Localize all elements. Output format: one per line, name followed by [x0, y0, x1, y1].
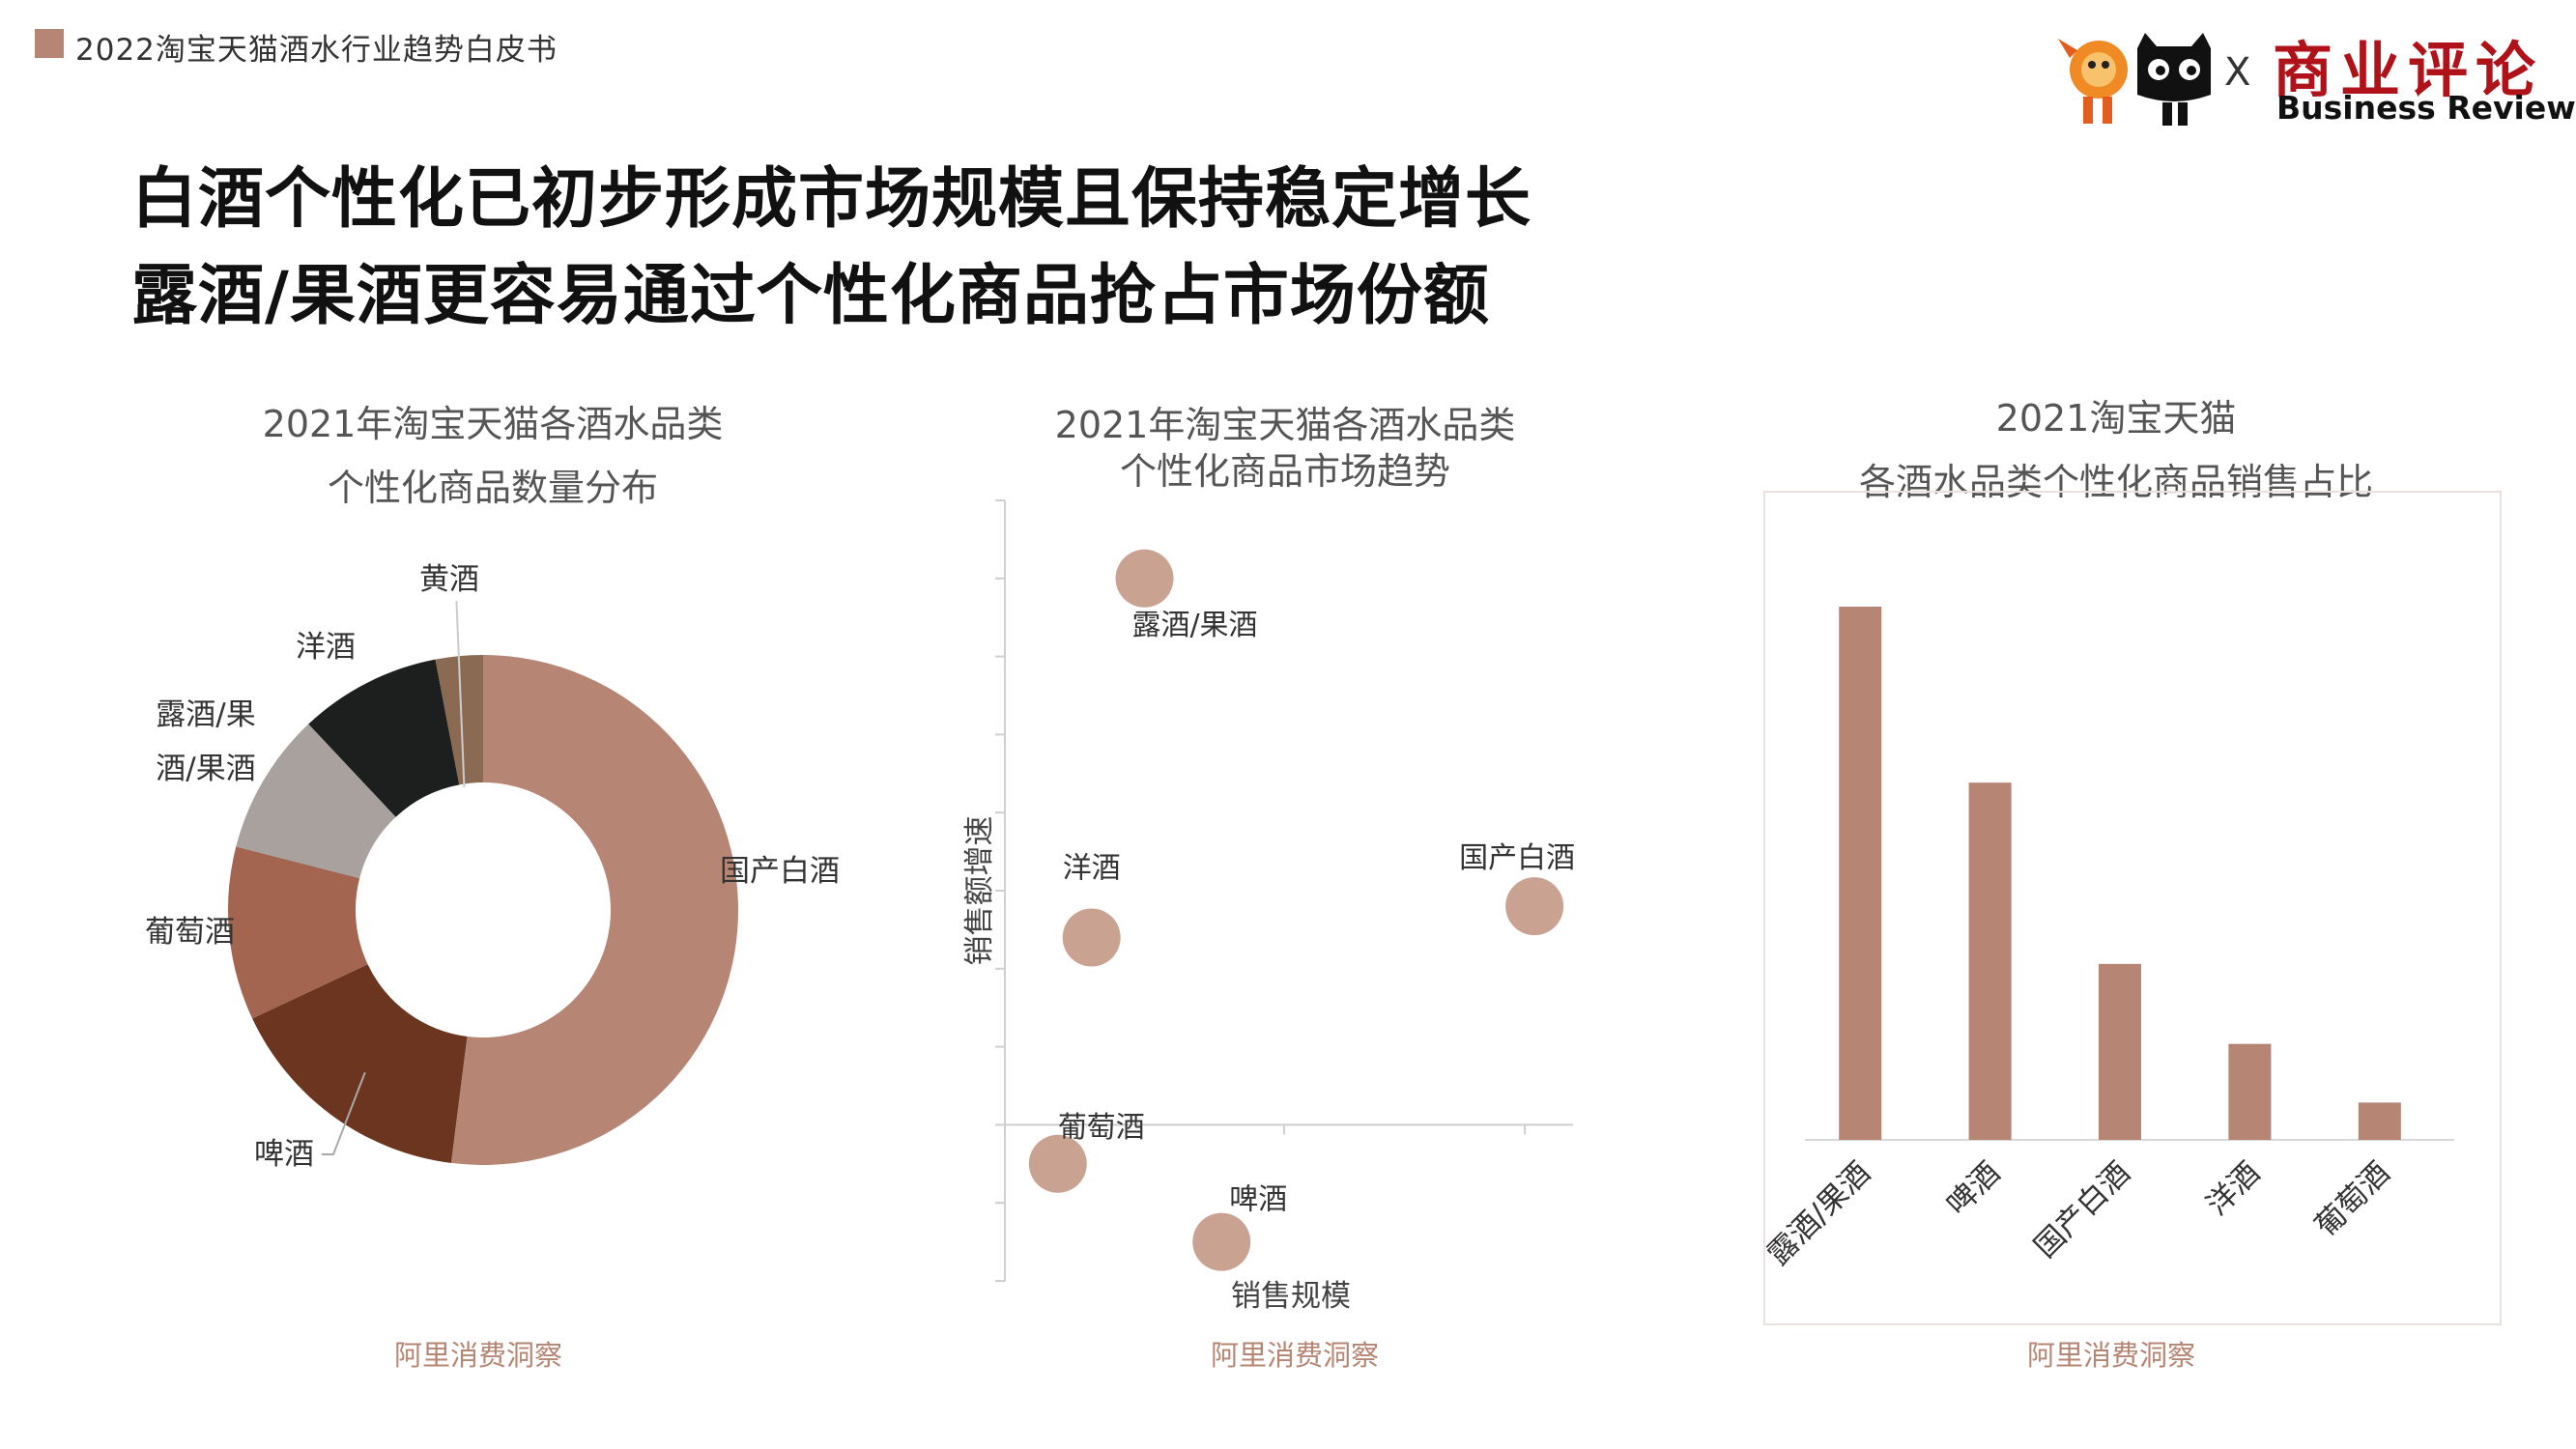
- scatter-point-label-4: 啤酒: [1229, 1183, 1287, 1217]
- scatter-point-label-3: 葡萄酒: [1058, 1111, 1145, 1145]
- donut-label-4: 洋酒: [296, 630, 356, 665]
- donut-source: 阿里消费洞察: [393, 1339, 562, 1372]
- donut-title-line-1: 2021年淘宝天猫各酒水品类: [262, 403, 724, 445]
- scatter-title-line-1: 2021年淘宝天猫各酒水品类: [1054, 404, 1516, 446]
- bar-chart-title: 2021淘宝天猫 各酒水品类个性化商品销售占比: [1797, 386, 2435, 514]
- bar-4: [2358, 1102, 2401, 1140]
- report-title: 2022淘宝天猫酒水行业趋势白皮书: [75, 33, 558, 68]
- bar-category-label-4: 葡萄酒: [2308, 1155, 2396, 1243]
- logo-x-separator: X: [2224, 50, 2251, 95]
- bar-2: [2099, 963, 2141, 1140]
- scatter-point-label-0: 露酒/果酒: [1131, 609, 1257, 642]
- donut-leader-1: [322, 1071, 366, 1155]
- donut-label-5: 黄酒: [419, 562, 479, 597]
- bar-category-label-2: 国产白酒: [2028, 1155, 2137, 1264]
- scatter-point-label-2: 国产白酒: [1459, 841, 1575, 875]
- headline-line-1: 白酒个性化已初步形成市场规模且保持稳定增长: [131, 161, 1532, 238]
- donut-slice-3: [236, 724, 396, 879]
- scatter-y-label: 销售额增速: [962, 816, 997, 966]
- bar-title-line-2: 各酒水品类个性化商品销售占比: [1858, 461, 2373, 503]
- donut-slice-4: [308, 659, 460, 817]
- donut-label-0: 国产白酒: [720, 854, 840, 889]
- bar-0: [1839, 607, 1882, 1140]
- donut-slice-2: [228, 846, 368, 1019]
- bar-source: 阿里消费洞察: [2026, 1339, 2195, 1372]
- scatter-chart-title: 2021年淘宝天猫各酒水品类 个性化商品市场趋势: [966, 402, 1604, 495]
- donut-slice-5: [435, 655, 483, 785]
- scatter-point-3: [1028, 1134, 1087, 1193]
- scatter-point-0: [1115, 549, 1174, 608]
- bar-category-label-3: 洋酒: [2200, 1155, 2267, 1222]
- bar-category-label-0: 露酒/果酒: [1760, 1155, 1877, 1272]
- donut-label-1: 啤酒: [254, 1137, 314, 1172]
- bar-3: [2228, 1043, 2272, 1140]
- headline-line-2: 露酒/果酒更容易通过个性化商品抢占市场份额: [131, 258, 1490, 334]
- donut-title-line-2: 个性化商品数量分布: [327, 467, 658, 509]
- bar-title-line-1: 2021淘宝天猫: [1995, 397, 2237, 440]
- bar-category-label-1: 啤酒: [1940, 1155, 2007, 1222]
- partner-logo-en: Business Review: [2276, 89, 2576, 127]
- scatter-x-label: 销售规模: [1231, 1279, 1351, 1314]
- donut-label-part: 酒/果酒: [156, 752, 255, 786]
- donut-leader-5: [455, 600, 466, 787]
- scatter-point-1: [1062, 908, 1121, 967]
- donut-slice-1: [252, 964, 468, 1163]
- donut-label-3: 露酒/果酒/果酒: [156, 697, 255, 786]
- bar-1: [1968, 782, 2012, 1140]
- mascot-icon: [2058, 39, 2128, 124]
- scatter-point-label-1: 洋酒: [1063, 851, 1121, 885]
- scatter-point-4: [1192, 1212, 1251, 1271]
- bar-chart-frame: [1763, 491, 2502, 1325]
- scatter-point-2: [1505, 877, 1564, 936]
- donut-label-part: 露酒/果: [156, 697, 255, 732]
- scatter-source: 阿里消费洞察: [1210, 1339, 1379, 1372]
- donut-label-2: 葡萄酒: [145, 915, 235, 950]
- donut-slice-0: [450, 655, 738, 1165]
- logo-mascots: [2058, 33, 2211, 126]
- partner-logo-cn: 商业评论: [2273, 35, 2544, 105]
- donut-chart-title: 2021年淘宝天猫各酒水品类 个性化商品数量分布: [174, 392, 812, 520]
- tmall-cat-icon: [2137, 33, 2211, 126]
- logo-area: [2048, 19, 2551, 135]
- header-color-square: [35, 29, 64, 58]
- scatter-title-line-2: 个性化商品市场趋势: [1119, 450, 1450, 493]
